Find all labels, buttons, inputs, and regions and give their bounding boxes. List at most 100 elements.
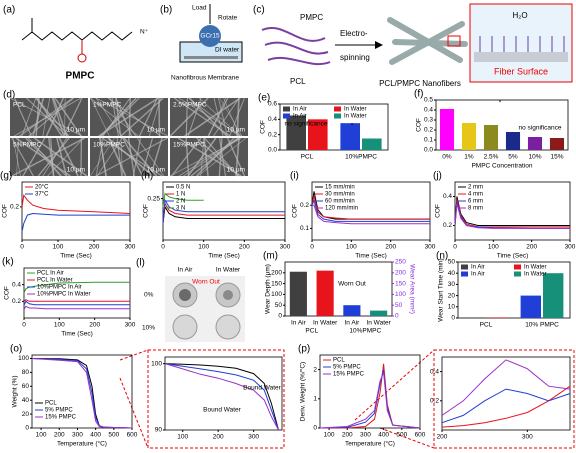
annotation: no significance xyxy=(519,125,562,132)
plot-frame xyxy=(435,99,569,151)
y-axis-label: Deriv. Weight (%/°C) xyxy=(299,362,307,421)
legend-label: In Air xyxy=(471,272,485,278)
plot-frame xyxy=(311,181,431,241)
y-tick-label: 1 xyxy=(313,396,317,403)
x-tick-label: 300 xyxy=(248,434,259,441)
line xyxy=(454,203,570,229)
x-tick-label: 100 xyxy=(53,244,64,251)
label: spinning xyxy=(340,53,370,62)
y-tick-label: 40 xyxy=(22,397,30,404)
panel-label: (k) xyxy=(2,257,14,268)
label: PCL/PMPC Nanofibers xyxy=(379,79,461,88)
y-tick-label: 0.3 xyxy=(424,117,433,124)
x-tick-label: 500 xyxy=(108,432,119,439)
ball xyxy=(199,25,221,47)
y-tick-label: 0.1 xyxy=(424,137,433,144)
legend-label: In Air xyxy=(293,107,307,113)
x-tick-label: 400 xyxy=(90,432,101,439)
x-tick-label: 300 xyxy=(522,434,533,441)
x-tick-label: 200 xyxy=(385,244,396,251)
line xyxy=(162,205,285,224)
x-tick-label: 1% xyxy=(464,154,474,161)
legend-label: 0.5 N xyxy=(176,185,190,191)
y-tick-label: 50 xyxy=(275,302,283,309)
panel-label: (d) xyxy=(3,90,15,101)
legend-label: PCL In Air xyxy=(37,271,64,277)
legend-label: 10%PMPC In Air xyxy=(37,285,82,291)
x-tick-label: 0 xyxy=(453,244,457,251)
legend-label: 1 N xyxy=(176,192,185,198)
x-tick-label: PCL xyxy=(480,322,493,329)
y-tick-label: 200 xyxy=(271,270,282,277)
bar xyxy=(340,123,360,150)
x-tick-label: 100 xyxy=(198,244,209,251)
plot-frame xyxy=(21,181,131,241)
y-axis-label: COF xyxy=(435,204,442,218)
y-axis-label: COF xyxy=(416,118,423,132)
y-tick-label: 150 xyxy=(271,280,282,287)
label: PMPC xyxy=(300,13,323,22)
y-tick-label: 0.25 xyxy=(147,195,160,202)
scale-label: 10 μm xyxy=(227,167,245,174)
membrane xyxy=(184,56,238,59)
bar xyxy=(316,270,334,316)
annotation: Bound Water xyxy=(203,407,242,414)
y-tick-label: 0.5 xyxy=(424,97,433,104)
y-tick-label: 0.4 xyxy=(443,193,452,200)
annotation: Worn Out xyxy=(192,279,220,286)
x-tick-label: 100 xyxy=(346,244,357,251)
y-tick-label: 60 xyxy=(22,383,30,390)
x-tick-label: 300 xyxy=(565,244,576,251)
y-axis-label: Wear Start Time (min) xyxy=(438,258,445,321)
bar xyxy=(549,138,565,150)
zoom-panel xyxy=(469,3,573,83)
scale-label: 10 μm xyxy=(147,167,165,174)
fiber xyxy=(58,137,79,177)
photo xyxy=(172,314,198,340)
fiber xyxy=(169,97,209,137)
legend-label: 30 mm/min xyxy=(325,192,355,198)
x-axis-label: Time (Sec) xyxy=(497,253,529,260)
tile-label: 5%PMPC xyxy=(13,142,41,149)
photo xyxy=(179,289,191,301)
fiber xyxy=(14,97,82,137)
line xyxy=(162,192,204,207)
fiber xyxy=(95,137,104,177)
line xyxy=(31,358,133,429)
y-axis-label: COF xyxy=(4,286,11,300)
fiber xyxy=(185,97,188,137)
tile-label: 15%PMPC xyxy=(173,142,205,149)
x-tick-label: In Air xyxy=(344,320,360,327)
panel-label: (i) xyxy=(290,171,299,182)
legend-label: 15% PMPC xyxy=(333,372,365,378)
legend-label: PCL xyxy=(333,358,345,364)
fiber xyxy=(187,97,202,137)
annotation: Bound Water xyxy=(243,385,282,392)
panel-label: (f) xyxy=(414,89,423,100)
tile-label: 10%PMPC xyxy=(93,142,125,149)
fiber xyxy=(14,97,32,137)
x-tick-label: 400 xyxy=(378,432,389,439)
fiber xyxy=(42,97,51,137)
fiber xyxy=(89,97,139,137)
group-label: 10%PMPC xyxy=(349,328,381,335)
photo xyxy=(215,314,241,340)
x-tick-label: PCL xyxy=(301,154,314,161)
line xyxy=(164,363,279,431)
y-tick-label: 20 xyxy=(22,411,30,418)
y-tick-label: 0.2 xyxy=(10,204,19,211)
line xyxy=(441,388,571,424)
y-tick-label: 2 xyxy=(313,366,317,373)
x-tick-label: 100 xyxy=(488,244,499,251)
line xyxy=(164,363,279,431)
zoom-connector xyxy=(119,349,575,449)
panel-label: (a) xyxy=(3,5,15,16)
y-tick-label: 50 xyxy=(448,259,456,266)
y-tick-label: 10 xyxy=(448,304,456,311)
line xyxy=(23,305,130,310)
fiber xyxy=(63,97,83,137)
bar xyxy=(543,273,564,318)
label: Rotate xyxy=(218,15,238,22)
fiber xyxy=(11,137,34,177)
fiber xyxy=(141,137,154,177)
